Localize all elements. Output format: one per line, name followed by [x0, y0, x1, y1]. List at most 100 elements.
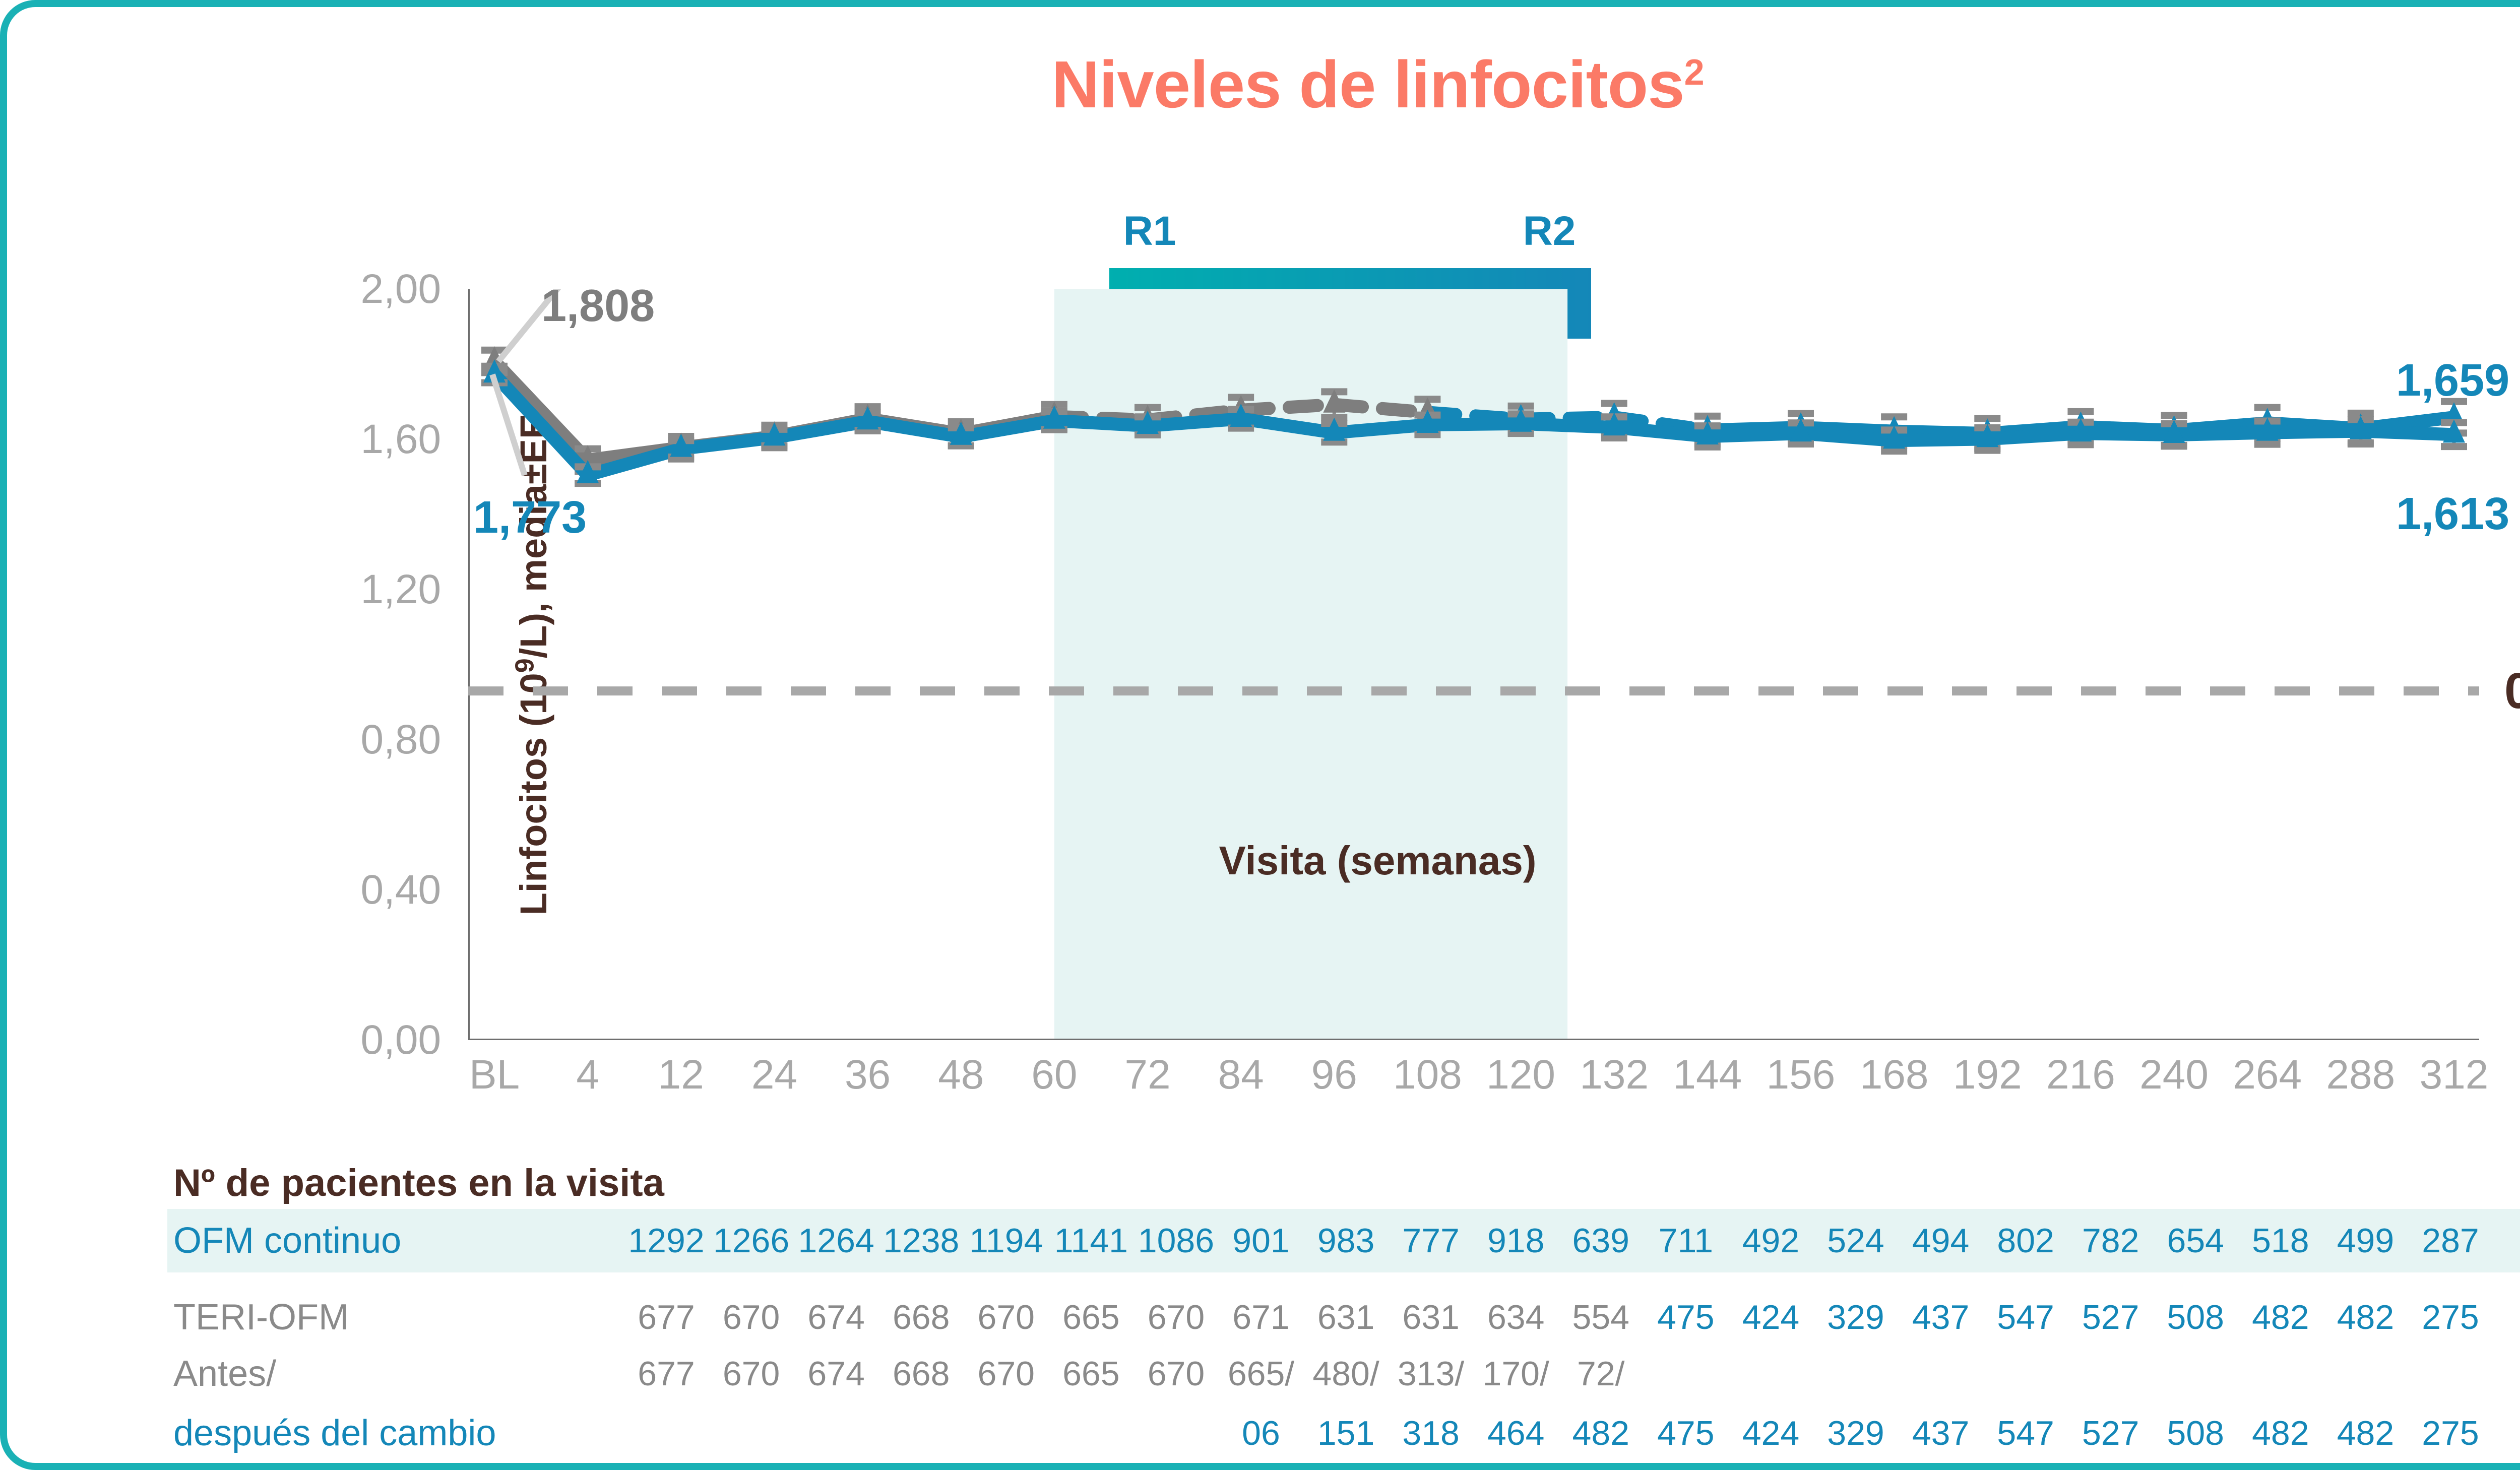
table-cell: 524: [1827, 1222, 1884, 1260]
title-superscript: 2: [1684, 52, 1705, 93]
table-cell: 72/: [1577, 1355, 1625, 1393]
x-tick-label: 24: [751, 1052, 798, 1098]
x-tick-label: 12: [658, 1052, 704, 1098]
table-cell: 654: [2167, 1222, 2225, 1260]
table-row-label-top: Antes/: [173, 1354, 277, 1394]
series-segment: [1421, 417, 1528, 431]
table-cell: 983: [1317, 1222, 1375, 1260]
y-tick-label: 1,60: [360, 416, 442, 462]
table-cell: 482: [2252, 1414, 2309, 1452]
table-cell: 437: [1912, 1414, 1970, 1452]
table-cell: 711: [1658, 1222, 1714, 1260]
table-row-label: TERI-OFM: [173, 1297, 349, 1337]
series-marker: [1043, 405, 1065, 429]
table-cell: 670: [722, 1355, 780, 1393]
y-tick-label: 2,00: [360, 266, 442, 312]
table-cell: 329: [1827, 1298, 1884, 1336]
table-cell: 668: [892, 1355, 950, 1393]
annotation-end-lower: 1,613: [2396, 489, 2510, 539]
table-cell: 674: [807, 1355, 865, 1393]
series-segment: [1234, 412, 1341, 439]
y-tick-label: 1,20: [360, 566, 442, 612]
table-cell: 1266: [713, 1222, 790, 1260]
x-tick-label: BL: [469, 1052, 520, 1098]
series-segment: [768, 415, 874, 444]
series-marker: [1137, 411, 1159, 434]
table-cell: 527: [2082, 1414, 2139, 1452]
table-cell: 554: [1572, 1298, 1630, 1336]
table-cell: 631: [1317, 1298, 1375, 1336]
table-cell: 424: [1742, 1414, 1800, 1452]
table-cell: 1194: [969, 1222, 1043, 1260]
table-cell: 482: [2337, 1414, 2395, 1452]
leader-line-blue: [489, 373, 528, 476]
x-tick-label: 144: [1673, 1052, 1742, 1098]
table-cell: 437: [1912, 1298, 1970, 1336]
table-cell: 670: [1147, 1355, 1205, 1393]
x-tick-label: 216: [2046, 1052, 2115, 1098]
series-marker: [1509, 408, 1532, 432]
series-marker: [483, 359, 506, 383]
series-marker: [2256, 417, 2279, 441]
series-marker: [1696, 421, 1719, 445]
table-cell: 482: [2252, 1298, 2309, 1336]
series-marker: [2349, 416, 2372, 439]
y-tick-label: 0,80: [360, 717, 442, 762]
chart-svg: [468, 289, 2479, 1040]
table-cell: 329: [1827, 1414, 1884, 1452]
y-tick-label: 0,00: [360, 1017, 442, 1063]
table-cell: 901: [1232, 1222, 1290, 1260]
table-cell: 499: [2337, 1222, 2395, 1260]
table-cell: 06: [1242, 1414, 1280, 1452]
table-cell: 668: [892, 1298, 950, 1336]
x-tick-label: 264: [2233, 1052, 2302, 1098]
table-cell: 508: [2167, 1414, 2225, 1452]
table-cell: 275: [2422, 1298, 2479, 1336]
series-segment: [1887, 432, 1994, 448]
table-cell: 1086: [1138, 1222, 1215, 1260]
table-cell: 1292: [628, 1222, 705, 1260]
table-cell: 518: [2252, 1222, 2309, 1260]
series-marker: [1976, 424, 1999, 448]
series-segment: [1607, 411, 1714, 437]
table-cell: 1264: [798, 1222, 874, 1260]
table-cell: 151: [1317, 1414, 1375, 1452]
table-cell: 634: [1487, 1298, 1545, 1336]
series-marker: [763, 422, 786, 446]
x-tick-label: 36: [844, 1052, 891, 1098]
table-cell: 670: [1147, 1298, 1205, 1336]
table-row-label: OFM continuo: [173, 1221, 402, 1261]
table-cell: 492: [1742, 1222, 1800, 1260]
series-segment: [581, 442, 688, 482]
x-tick-label: 4: [576, 1052, 599, 1098]
x-tick-label: 288: [2326, 1052, 2396, 1098]
series-segment: [488, 368, 595, 482]
table-cell: 527: [2082, 1298, 2139, 1336]
series-marker: [2069, 418, 2092, 442]
table-cell: 777: [1402, 1222, 1460, 1260]
x-tick-label: 60: [1031, 1052, 1078, 1098]
table-row: TERI-OFM 677 670 674 668 670 665 670 671 631 631 63…: [167, 1286, 2520, 1349]
x-tick-label: 108: [1393, 1052, 1462, 1098]
table-cell: 802: [1997, 1222, 2054, 1260]
x-tick-label: 240: [2139, 1052, 2209, 1098]
table-cell: 480/: [1312, 1355, 1379, 1393]
table-cell: 275: [2422, 1414, 2479, 1452]
x-tick-label: 72: [1124, 1052, 1171, 1098]
series-marker: [577, 460, 599, 483]
series-segment: [954, 414, 1061, 443]
table-cell: 677: [638, 1298, 695, 1336]
series-marker: [1323, 417, 1346, 441]
table-cell: 424: [1742, 1298, 1800, 1336]
table-cell: 782: [2082, 1222, 2139, 1260]
table-cell: 475: [1657, 1414, 1715, 1452]
series-segment: [1514, 417, 1621, 434]
series-segment: [1141, 412, 1248, 433]
series-segment: [2354, 424, 2461, 441]
series-segment: [2074, 427, 2181, 442]
patient-table: OFM continuo 1292 1266 1264 1238 1194 1141 1086…: [167, 1209, 2520, 1463]
annotation-end-upper: 1,659: [2396, 355, 2510, 406]
series-segment: [1981, 427, 2088, 446]
series-marker: [1230, 404, 1252, 427]
series-marker: [1416, 409, 1439, 433]
